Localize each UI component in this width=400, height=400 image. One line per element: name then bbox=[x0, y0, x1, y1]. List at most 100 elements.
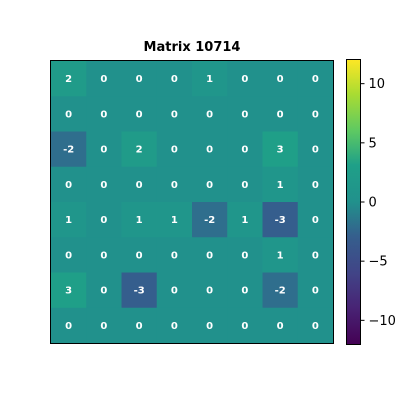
colorbar bbox=[346, 59, 361, 345]
cell-value-label: 0 bbox=[312, 74, 319, 85]
cell-value-label: 0 bbox=[171, 74, 178, 85]
heatmap-cell bbox=[297, 307, 334, 344]
heatmap-cells: 2 0 0 0 1 0 0 0 0 0 0 0 0 0 0 0 -2 0 2 0 0 0 3 0 0 0 0 0 0 0 1 0 1 0 1 1 -2 1… bbox=[51, 61, 334, 344]
heatmap-cell bbox=[121, 307, 158, 344]
cell-value-label: 1 bbox=[206, 74, 213, 85]
cell-value-label: 1 bbox=[171, 215, 178, 226]
plot-frame bbox=[50, 60, 334, 344]
cell-value-label: 0 bbox=[100, 321, 107, 332]
heatmap-cell bbox=[51, 96, 87, 132]
heatmap-cell bbox=[51, 166, 87, 203]
cell-value-label: 0 bbox=[171, 321, 178, 332]
heatmap-cell bbox=[192, 237, 228, 273]
heatmap-cell bbox=[156, 131, 193, 168]
cell-value-label: 0 bbox=[312, 286, 319, 297]
cell-value-label: 0 bbox=[100, 109, 107, 120]
cell-value-label: 0 bbox=[171, 109, 178, 120]
cell-value-label: 1 bbox=[241, 215, 248, 226]
heatmap-cell bbox=[51, 307, 87, 344]
cell-value-label: 0 bbox=[312, 109, 319, 120]
cell-value-label: 0 bbox=[241, 250, 248, 261]
cell-value-label: 0 bbox=[206, 321, 213, 332]
heatmap-cell bbox=[121, 96, 158, 132]
heatmap-cell bbox=[51, 131, 87, 168]
heatmap-cell bbox=[262, 202, 299, 238]
heatmap-cell bbox=[121, 202, 158, 238]
cell-value-label: 0 bbox=[206, 145, 213, 156]
cell-value-label: 0 bbox=[277, 109, 284, 120]
cell-value-label: 0 bbox=[312, 215, 319, 226]
heatmap-cell bbox=[51, 237, 87, 273]
heatmap-cell bbox=[227, 272, 263, 309]
cell-value-label: 2 bbox=[136, 145, 143, 156]
heatmap-cell bbox=[227, 307, 263, 344]
heatmap-cell bbox=[192, 307, 228, 344]
heatmap-cell bbox=[156, 96, 193, 132]
heatmap-cell bbox=[86, 202, 122, 238]
heatmap-cell bbox=[51, 272, 87, 309]
cell-value-label: 1 bbox=[65, 215, 72, 226]
cell-value-label: 0 bbox=[312, 321, 319, 332]
cell-value-label: -2 bbox=[275, 286, 286, 297]
cell-value-label: 0 bbox=[171, 286, 178, 297]
heatmap-cell bbox=[86, 166, 122, 203]
heatmap-cell bbox=[227, 202, 263, 238]
heatmap-cell bbox=[262, 272, 299, 309]
colorbar-ticks: 10 5 0 −5 −10 bbox=[360, 77, 396, 329]
heatmap-cell bbox=[262, 166, 299, 203]
heatmap-cell bbox=[192, 202, 228, 238]
heatmap-cell bbox=[297, 96, 334, 132]
cell-value-label: 0 bbox=[65, 321, 72, 332]
cell-value-label: 0 bbox=[241, 286, 248, 297]
heatmap-cell bbox=[297, 166, 334, 203]
cell-value-label: 0 bbox=[100, 180, 107, 191]
heatmap-cell bbox=[227, 166, 263, 203]
cell-value-label: 0 bbox=[100, 145, 107, 156]
cell-value-label: 3 bbox=[277, 145, 284, 156]
cell-value-label: 0 bbox=[136, 180, 143, 191]
cell-value-label: 0 bbox=[241, 145, 248, 156]
cell-value-label: 1 bbox=[277, 250, 284, 261]
heatmap-cell bbox=[121, 61, 158, 97]
heatmap-cell bbox=[262, 237, 299, 273]
heatmap-cell bbox=[297, 237, 334, 273]
cell-value-label: 0 bbox=[241, 74, 248, 85]
cell-value-label: 0 bbox=[136, 109, 143, 120]
cell-value-label: 0 bbox=[171, 250, 178, 261]
colorbar-tick-label: 10 bbox=[369, 77, 386, 92]
heatmap-cell bbox=[121, 237, 158, 273]
cell-value-label: 0 bbox=[65, 180, 72, 191]
heatmap-cell bbox=[192, 131, 228, 168]
heatmap-cell bbox=[86, 307, 122, 344]
cell-value-label: 0 bbox=[206, 286, 213, 297]
cell-value-label: 0 bbox=[171, 145, 178, 156]
heatmap-cell bbox=[121, 131, 158, 168]
colorbar-tick-label: −5 bbox=[369, 255, 388, 270]
cell-value-label: 0 bbox=[277, 321, 284, 332]
cell-value-label: 0 bbox=[100, 74, 107, 85]
cell-value-label: 0 bbox=[206, 109, 213, 120]
heatmap-cell bbox=[192, 272, 228, 309]
heatmap-cell bbox=[297, 61, 334, 97]
heatmap-cell bbox=[227, 237, 263, 273]
cell-value-label: -3 bbox=[275, 215, 286, 226]
chart-title: Matrix 10714 bbox=[144, 40, 241, 55]
cell-value-label: 0 bbox=[312, 145, 319, 156]
cell-value-label: 1 bbox=[136, 215, 143, 226]
heatmap-cell bbox=[86, 61, 122, 97]
cell-value-label: -3 bbox=[134, 286, 145, 297]
heatmap-cell bbox=[192, 166, 228, 203]
cell-value-label: 1 bbox=[277, 180, 284, 191]
heatmap-cell bbox=[262, 61, 299, 97]
heatmap-cell bbox=[227, 96, 263, 132]
heatmap-cell bbox=[156, 166, 193, 203]
cell-value-label: 3 bbox=[65, 286, 72, 297]
heatmap-cell bbox=[51, 202, 87, 238]
cell-value-label: 0 bbox=[206, 180, 213, 191]
heatmap-cell bbox=[86, 131, 122, 168]
cell-value-label: 0 bbox=[171, 180, 178, 191]
colorbar-tick-label: 0 bbox=[369, 196, 377, 211]
heatmap-cell bbox=[121, 272, 158, 309]
cell-value-label: 0 bbox=[241, 109, 248, 120]
heatmap-cell bbox=[297, 202, 334, 238]
